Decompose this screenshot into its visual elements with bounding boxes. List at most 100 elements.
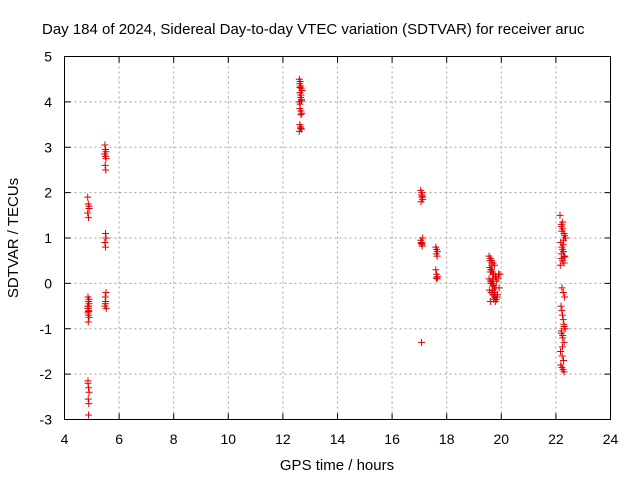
- y-tick-label: -3: [40, 412, 53, 428]
- x-tick-label: 12: [275, 431, 291, 447]
- data-point: [432, 274, 440, 282]
- data-point: [84, 318, 92, 326]
- data-point: [491, 298, 499, 306]
- data-point: [417, 198, 425, 206]
- data-point: [101, 161, 109, 169]
- data-point: [557, 347, 565, 355]
- data-point: [296, 105, 304, 113]
- data-point: [433, 252, 441, 260]
- data-point: [101, 293, 109, 301]
- data-point: [84, 209, 92, 217]
- data-point: [556, 211, 564, 219]
- data-point: [297, 111, 305, 119]
- data-point: [432, 266, 440, 274]
- x-tick-label: 18: [439, 431, 455, 447]
- x-tick-label: 24: [603, 431, 619, 447]
- axis-ticks: [64, 56, 611, 420]
- data-point: [297, 91, 305, 99]
- y-tick-label: -1: [40, 321, 53, 337]
- data-point: [101, 141, 109, 149]
- data-point: [558, 284, 566, 292]
- data-point: [102, 166, 110, 174]
- data-point: [486, 268, 494, 276]
- data-point: [85, 202, 93, 210]
- data-point: [84, 395, 92, 403]
- data-point: [559, 332, 567, 340]
- data-point: [488, 259, 496, 267]
- data-point: [495, 284, 503, 292]
- data-point: [102, 234, 110, 242]
- data-point: [418, 192, 426, 200]
- data-point: [557, 223, 565, 231]
- data-point: [85, 400, 93, 408]
- y-tick-label: 4: [44, 94, 52, 110]
- data-point: [558, 307, 566, 315]
- data-point: [102, 288, 110, 296]
- data-point: [560, 368, 568, 376]
- data-point: [492, 273, 500, 281]
- data-point: [101, 243, 109, 251]
- data-point: [560, 253, 568, 261]
- data-point: [84, 193, 92, 201]
- data-point: [559, 316, 567, 324]
- data-point: [85, 313, 93, 321]
- data-point: [419, 234, 427, 242]
- y-tick-label: 2: [44, 185, 52, 201]
- data-point: [296, 77, 304, 85]
- data-point: [85, 411, 93, 419]
- data-point: [85, 308, 93, 316]
- data-point: [558, 352, 566, 360]
- data-point: [85, 384, 93, 392]
- data-point: [84, 304, 92, 312]
- data-point: [558, 311, 566, 319]
- data-point: [559, 288, 567, 296]
- data-point: [560, 259, 568, 267]
- x-tick-label: 4: [61, 431, 69, 447]
- data-point: [84, 377, 92, 385]
- y-axis-tick-labels: -3 -2 -1 0 1 2 3 4 5: [40, 49, 53, 428]
- data-point: [296, 83, 304, 91]
- data-point: [560, 338, 568, 346]
- x-axis-tick-labels: 4 6 8 10 12 14 16 18 20 22 24: [61, 431, 619, 447]
- data-point: [559, 241, 567, 249]
- data-point: [558, 227, 566, 235]
- data-point: [295, 127, 303, 135]
- y-tick-label: 5: [44, 49, 52, 65]
- x-tick-label: 20: [494, 431, 510, 447]
- data-point: [496, 270, 504, 278]
- data-point: [101, 300, 109, 308]
- data-point: [557, 327, 565, 335]
- data-point: [561, 252, 569, 260]
- data-point: [101, 239, 109, 247]
- x-tick-label: 10: [221, 431, 237, 447]
- x-axis-title: GPS time / hours: [280, 457, 394, 474]
- data-point: [493, 291, 501, 299]
- data-point: [558, 343, 566, 351]
- data-point: [418, 338, 426, 346]
- data-point: [85, 388, 93, 396]
- data-point: [561, 232, 569, 240]
- x-tick-label: 16: [384, 431, 400, 447]
- y-tick-label: -2: [40, 366, 53, 382]
- data-point: [85, 295, 93, 303]
- y-tick-label: 3: [44, 139, 52, 155]
- data-point: [418, 242, 426, 250]
- y-axis-title: SDTVAR / TECUs: [5, 178, 22, 298]
- data-point: [560, 322, 568, 330]
- data-point: [561, 293, 569, 301]
- data-point: [560, 357, 568, 365]
- data-point: [489, 282, 497, 290]
- data-point: [556, 261, 564, 269]
- data-point: [559, 218, 567, 226]
- data-point: [298, 109, 306, 117]
- y-tick-label: 1: [44, 230, 52, 246]
- x-tick-label: 22: [548, 431, 564, 447]
- grid-lines: [64, 56, 611, 420]
- data-point: [433, 275, 441, 283]
- y-tick-label: 0: [44, 275, 52, 291]
- chart-title: Day 184 of 2024, Sidereal Day-to-day VTE…: [42, 21, 585, 38]
- data-points: [84, 75, 569, 419]
- data-point: [418, 189, 426, 197]
- data-point: [101, 229, 109, 237]
